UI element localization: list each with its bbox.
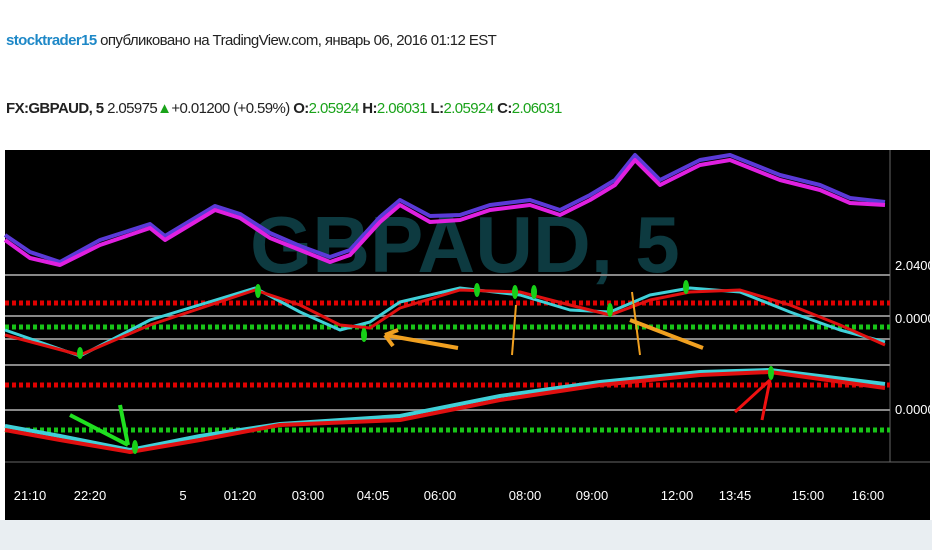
o-label: O: (293, 100, 309, 117)
up-arrow: ▲ (157, 100, 172, 117)
l-label: L: (430, 100, 445, 117)
annotations (69, 291, 772, 447)
quote: FX:GBPAUD, 5 2.05975▲+0.01200 (+0.59%) O… (6, 100, 562, 117)
price-labels: 2.0400 0.0000 0.0000 (895, 258, 932, 417)
header: stocktrader15 опубликовано на TradingVie… (6, 32, 497, 49)
close: 2.06031 (511, 100, 563, 117)
price-label: 0.0000 (895, 402, 932, 417)
author[interactable]: stocktrader15 (6, 32, 97, 49)
last: 2.05975 (107, 100, 158, 117)
symbol: FX:GBPAUD, 5 (6, 100, 104, 117)
high: 2.06031 (376, 100, 428, 117)
time-label: 03:00 (292, 488, 325, 503)
time-label: 08:00 (509, 488, 542, 503)
time-label: 21:10 (14, 488, 47, 503)
time-label: 13:45 (719, 488, 752, 503)
footer-bg (0, 520, 932, 550)
open: 2.05924 (308, 100, 360, 117)
published: опубликовано на TradingView.com, январь … (100, 32, 497, 49)
c-label: C: (497, 100, 512, 117)
time-label: 04:05 (357, 488, 390, 503)
oscillator-1 (4, 286, 886, 358)
time-labels: 21:10 22:20 5 01:20 03:00 04:05 06:00 08:00 09:0… (14, 488, 885, 503)
time-label: 12:00 (661, 488, 694, 503)
separators (5, 274, 890, 411)
price-label: 0.0000 (895, 311, 932, 326)
time-label: 15:00 (792, 488, 825, 503)
levels (5, 300, 890, 433)
time-label: 01:20 (224, 488, 257, 503)
change: +0.01200 (+0.59%) (171, 100, 290, 117)
low: 2.05924 (443, 100, 495, 117)
signal-dots (77, 280, 774, 454)
oscillator-2 (4, 368, 886, 454)
price-label: 2.0400 (895, 258, 932, 273)
h-label: H: (362, 100, 377, 117)
time-label: 06:00 (424, 488, 457, 503)
time-label: 22:20 (74, 488, 107, 503)
time-label: 5 (179, 488, 186, 503)
time-label: 16:00 (852, 488, 885, 503)
price-lines (3, 153, 886, 267)
time-label: 09:00 (576, 488, 609, 503)
